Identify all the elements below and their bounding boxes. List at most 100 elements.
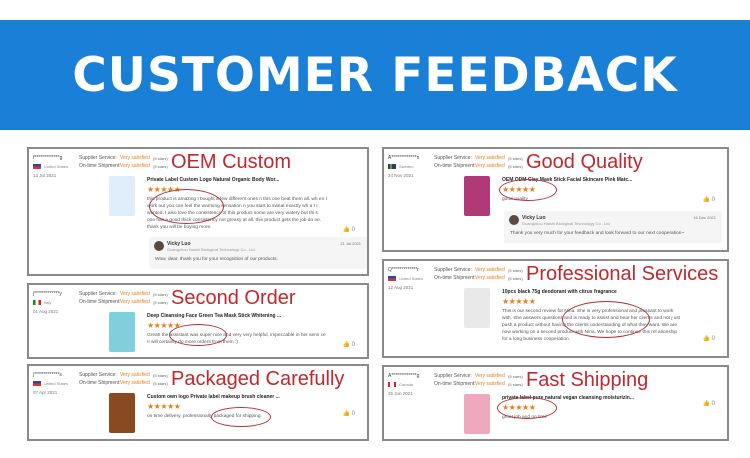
highlight-circle [149, 189, 224, 224]
review-date: 07 Apr 2021 [33, 390, 58, 395]
product-image [464, 394, 490, 434]
shipment-rating: Very satisfied [475, 275, 505, 281]
highlight-circle [211, 407, 271, 427]
like-button[interactable]: 👍 0 [702, 336, 715, 342]
review-date: 12 Aug 2021 [388, 285, 414, 290]
reviewer-name: f*************g [33, 155, 63, 161]
thumbs-up-icon: 👍 [342, 411, 352, 417]
star-rating: ★★★★★ [147, 402, 181, 411]
like-button[interactable]: 👍 0 [702, 197, 715, 203]
supplier-rating: Very satisfied [120, 291, 150, 297]
reviewer-name: j*************y [33, 291, 62, 297]
supplier-rating: Very satisfied [120, 372, 150, 378]
product-image [464, 176, 490, 216]
feedback-tag: OEM Custom [171, 151, 292, 173]
review-date: 13 Jul 2021 [33, 173, 57, 178]
product-title[interactable]: Private Label Custom Logo Natural Organi… [147, 177, 280, 183]
product-title[interactable]: 10pcs black 75g deodorant with citrus fr… [502, 289, 617, 295]
seller-reply: Vicky Luo Guangzhou Haishi Biological Tec… [504, 211, 722, 243]
supplier-service-label: Supplier Service: [79, 291, 117, 297]
reply-text: Wow, dear, thank you for your recognitio… [155, 257, 278, 262]
it-flag-icon [33, 300, 41, 305]
review-text: on time delivery, professionally package… [147, 414, 261, 419]
product-image [109, 176, 135, 216]
review-date: 25 Jun 2021 [388, 391, 413, 396]
reply-date: 16 Dec 2021 [693, 215, 716, 220]
supplier-rating: Very satisfied [120, 155, 150, 161]
highlight-circle [169, 324, 227, 346]
supplier-service-label: Supplier Service: [434, 373, 472, 379]
supplier-stars: (5 stars) [508, 373, 523, 379]
feedback-tag: Fast Shipping [526, 369, 649, 391]
review-date: 24 Nov 2021 [388, 173, 414, 178]
reviewer-name: A*************n [388, 155, 420, 161]
shipment-label: On-time Shipment: [79, 299, 121, 305]
banner: CUSTOMER FEEDBACK [0, 20, 750, 130]
star-rating: ★★★★★ [147, 321, 181, 330]
supplier-stars: (5 stars) [153, 291, 168, 297]
shipment-rating: Very satisfied [120, 163, 150, 169]
reviewer-country: United States [44, 164, 69, 169]
product-title[interactable]: OEM ODM Clay Mask Stick Facial Skincare … [502, 177, 633, 183]
like-button[interactable]: 👍 0 [342, 227, 355, 233]
highlight-circle [499, 179, 557, 201]
highlight-circle [497, 397, 557, 419]
supplier-stars: (5 stars) [153, 372, 168, 378]
like-button[interactable]: 👍 0 [702, 401, 715, 407]
reviewer-country: Canada [399, 382, 414, 387]
supplier-service-label: Supplier Service: [79, 155, 117, 161]
review-card: Q*************r United States 12 Aug 2021 S… [382, 259, 729, 358]
feedback-tag: Good Quality [526, 151, 643, 173]
banner-title: CUSTOMER FEEDBACK [72, 47, 678, 103]
reviewer-country: United States [44, 381, 69, 386]
review-card: j*************s United States 07 Apr 2021 S… [27, 364, 369, 441]
feedback-tag: Second Order [171, 287, 296, 309]
like-button[interactable]: 👍 0 [342, 411, 355, 417]
supplier-service-label: Supplier Service: [434, 155, 472, 161]
shipment-rating: Very satisfied [475, 381, 505, 387]
like-button[interactable]: 👍 0 [342, 342, 355, 348]
seller-name: Vicky Luo [522, 215, 546, 221]
product-title[interactable]: Custom own logo Private label makeup bru… [147, 394, 280, 400]
reviewer-country: Italy [44, 300, 52, 305]
supplier-rating: Very satisfied [475, 155, 505, 161]
star-rating: ★★★★★ [502, 297, 536, 306]
review-card: A*************n Sweden 24 Nov 2021 Supplier… [382, 147, 729, 252]
thumbs-up-icon: 👍 [702, 336, 712, 342]
feedback-tag: Packaged Carefully [171, 368, 345, 390]
shipment-stars: (5 stars) [153, 299, 168, 305]
product-image [464, 288, 490, 328]
shipment-stars: (5 stars) [153, 380, 168, 386]
supplier-rating: Very satisfied [475, 267, 505, 273]
us-flag-icon [33, 381, 41, 386]
product-title[interactable]: Deep Cleansing Face Green Tea Mask Stick… [147, 313, 282, 319]
star-rating: ★★★★★ [147, 185, 181, 194]
supplier-rating: Very satisfied [475, 373, 505, 379]
supplier-service-label: Supplier Service: [434, 267, 472, 273]
supplier-service-label: Supplier Service: [79, 372, 117, 378]
ca-flag-icon [388, 382, 396, 387]
shipment-label: On-time Shipment: [79, 380, 121, 386]
reviewer-name: j*************s [33, 372, 62, 378]
shipment-stars: (5 stars) [153, 163, 168, 169]
seller-avatar [154, 241, 164, 251]
review-card: A*************g Canada 25 Jun 2021 Supplier… [382, 365, 729, 441]
seller-avatar [509, 215, 519, 225]
thumbs-up-icon: 👍 [342, 342, 352, 348]
highlight-circle [562, 301, 650, 338]
shipment-label: On-time Shipment: [434, 275, 476, 281]
shipment-label: On-time Shipment: [434, 163, 476, 169]
review-date: 01 Aug 2021 [33, 309, 59, 314]
feedback-tag: Professional Services [526, 263, 719, 285]
supplier-stars: (5 stars) [153, 155, 168, 161]
product-title[interactable]: private label pure natural vegan cleansi… [502, 395, 634, 401]
reviewer-name: A*************g [388, 373, 420, 379]
review-text: this product is amazing I bought a few d… [147, 197, 327, 230]
shipment-label: On-time Shipment: [434, 381, 476, 387]
shipment-stars: (5 stars) [508, 381, 523, 387]
review-card: j*************y Italy 01 Aug 2021 Supplier … [27, 283, 369, 359]
us-flag-icon [388, 276, 396, 281]
shipment-label: On-time Shipment: [79, 163, 121, 169]
supplier-stars: (5 stars) [508, 267, 523, 273]
reviewer-name: Q*************r [388, 267, 419, 273]
